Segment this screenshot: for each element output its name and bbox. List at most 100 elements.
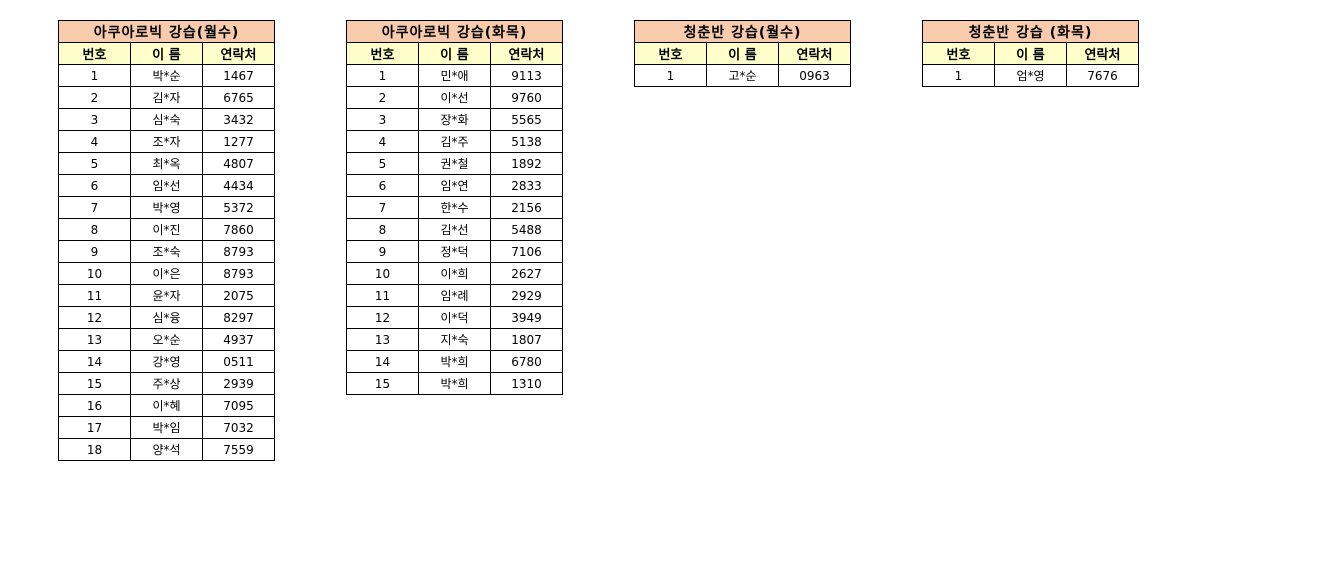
cell-name[interactable]: 이*혜 — [130, 394, 203, 417]
cell-number[interactable]: 14 — [58, 350, 131, 373]
cell-number[interactable]: 2 — [346, 86, 419, 109]
header-number[interactable]: 번호 — [346, 42, 419, 65]
cell-name[interactable]: 이*은 — [130, 262, 203, 285]
cell-number[interactable]: 9 — [346, 240, 419, 263]
cell-name[interactable]: 이*선 — [418, 86, 491, 109]
header-contact[interactable]: 연락처 — [202, 42, 275, 65]
cell-name[interactable]: 김*자 — [130, 86, 203, 109]
cell-contact[interactable]: 7095 — [202, 394, 275, 417]
header-contact[interactable]: 연락처 — [490, 42, 563, 65]
cell-contact[interactable]: 0511 — [202, 350, 275, 373]
header-contact[interactable]: 연락처 — [778, 42, 851, 65]
cell-contact[interactable]: 8297 — [202, 306, 275, 329]
cell-name[interactable]: 임*선 — [130, 174, 203, 197]
header-number[interactable]: 번호 — [58, 42, 131, 65]
cell-number[interactable]: 4 — [346, 130, 419, 153]
cell-name[interactable]: 박*순 — [130, 64, 203, 87]
cell-name[interactable]: 주*상 — [130, 372, 203, 395]
cell-number[interactable]: 15 — [58, 372, 131, 395]
cell-contact[interactable]: 9113 — [490, 64, 563, 87]
cell-number[interactable]: 13 — [346, 328, 419, 351]
cell-name[interactable]: 장*화 — [418, 108, 491, 131]
header-name[interactable]: 이 름 — [706, 42, 779, 65]
cell-name[interactable]: 이*희 — [418, 262, 491, 285]
cell-contact[interactable]: 1892 — [490, 152, 563, 175]
cell-name[interactable]: 이*덕 — [418, 306, 491, 329]
cell-contact[interactable]: 3949 — [490, 306, 563, 329]
table-title[interactable]: 아쿠아로빅 강습(화목) — [346, 20, 563, 43]
table-title[interactable]: 청춘반 강습 (화목) — [922, 20, 1139, 43]
cell-name[interactable]: 심*숙 — [130, 108, 203, 131]
cell-number[interactable]: 15 — [346, 372, 419, 395]
cell-number[interactable]: 5 — [346, 152, 419, 175]
cell-contact[interactable]: 4937 — [202, 328, 275, 351]
header-name[interactable]: 이 름 — [130, 42, 203, 65]
cell-number[interactable]: 4 — [58, 130, 131, 153]
cell-name[interactable]: 정*덕 — [418, 240, 491, 263]
cell-contact[interactable]: 5138 — [490, 130, 563, 153]
cell-name[interactable]: 김*주 — [418, 130, 491, 153]
cell-contact[interactable]: 5565 — [490, 108, 563, 131]
cell-name[interactable]: 조*숙 — [130, 240, 203, 263]
cell-contact[interactable]: 1467 — [202, 64, 275, 87]
cell-number[interactable]: 3 — [346, 108, 419, 131]
cell-number[interactable]: 13 — [58, 328, 131, 351]
cell-number[interactable]: 2 — [58, 86, 131, 109]
cell-contact[interactable]: 2075 — [202, 284, 275, 307]
cell-name[interactable]: 고*순 — [706, 64, 779, 87]
cell-number[interactable]: 6 — [346, 174, 419, 197]
cell-name[interactable]: 임*례 — [418, 284, 491, 307]
cell-number[interactable]: 14 — [346, 350, 419, 373]
header-number[interactable]: 번호 — [634, 42, 707, 65]
header-name[interactable]: 이 름 — [994, 42, 1067, 65]
cell-name[interactable]: 김*선 — [418, 218, 491, 241]
cell-name[interactable]: 엄*영 — [994, 64, 1067, 87]
cell-contact[interactable]: 0963 — [778, 64, 851, 87]
cell-contact[interactable]: 2156 — [490, 196, 563, 219]
cell-contact[interactable]: 3432 — [202, 108, 275, 131]
cell-number[interactable]: 6 — [58, 174, 131, 197]
header-number[interactable]: 번호 — [922, 42, 995, 65]
cell-number[interactable]: 8 — [346, 218, 419, 241]
cell-contact[interactable]: 8793 — [202, 240, 275, 263]
cell-number[interactable]: 12 — [58, 306, 131, 329]
cell-number[interactable]: 1 — [346, 64, 419, 87]
cell-number[interactable]: 18 — [58, 438, 131, 461]
cell-contact[interactable]: 1277 — [202, 130, 275, 153]
cell-number[interactable]: 12 — [346, 306, 419, 329]
cell-contact[interactable]: 7559 — [202, 438, 275, 461]
cell-contact[interactable]: 5488 — [490, 218, 563, 241]
cell-contact[interactable]: 2833 — [490, 174, 563, 197]
cell-contact[interactable]: 7032 — [202, 416, 275, 439]
cell-contact[interactable]: 1310 — [490, 372, 563, 395]
cell-name[interactable]: 조*자 — [130, 130, 203, 153]
cell-number[interactable]: 1 — [634, 64, 707, 87]
table-title[interactable]: 청춘반 강습(월수) — [634, 20, 851, 43]
cell-number[interactable]: 3 — [58, 108, 131, 131]
cell-name[interactable]: 심*융 — [130, 306, 203, 329]
cell-name[interactable]: 박*희 — [418, 350, 491, 373]
cell-name[interactable]: 윤*자 — [130, 284, 203, 307]
cell-number[interactable]: 17 — [58, 416, 131, 439]
cell-contact[interactable]: 2929 — [490, 284, 563, 307]
cell-contact[interactable]: 7676 — [1066, 64, 1139, 87]
cell-name[interactable]: 지*숙 — [418, 328, 491, 351]
cell-number[interactable]: 11 — [58, 284, 131, 307]
cell-name[interactable]: 임*연 — [418, 174, 491, 197]
cell-name[interactable]: 최*옥 — [130, 152, 203, 175]
cell-contact[interactable]: 7860 — [202, 218, 275, 241]
cell-number[interactable]: 1 — [58, 64, 131, 87]
cell-contact[interactable]: 6780 — [490, 350, 563, 373]
cell-name[interactable]: 권*철 — [418, 152, 491, 175]
cell-name[interactable]: 박*희 — [418, 372, 491, 395]
cell-number[interactable]: 5 — [58, 152, 131, 175]
cell-contact[interactable]: 9760 — [490, 86, 563, 109]
cell-name[interactable]: 민*애 — [418, 64, 491, 87]
cell-name[interactable]: 박*임 — [130, 416, 203, 439]
table-title[interactable]: 아쿠아로빅 강습(월수) — [58, 20, 275, 43]
cell-name[interactable]: 오*순 — [130, 328, 203, 351]
cell-contact[interactable]: 2627 — [490, 262, 563, 285]
cell-number[interactable]: 1 — [922, 64, 995, 87]
cell-name[interactable]: 강*영 — [130, 350, 203, 373]
cell-name[interactable]: 한*수 — [418, 196, 491, 219]
